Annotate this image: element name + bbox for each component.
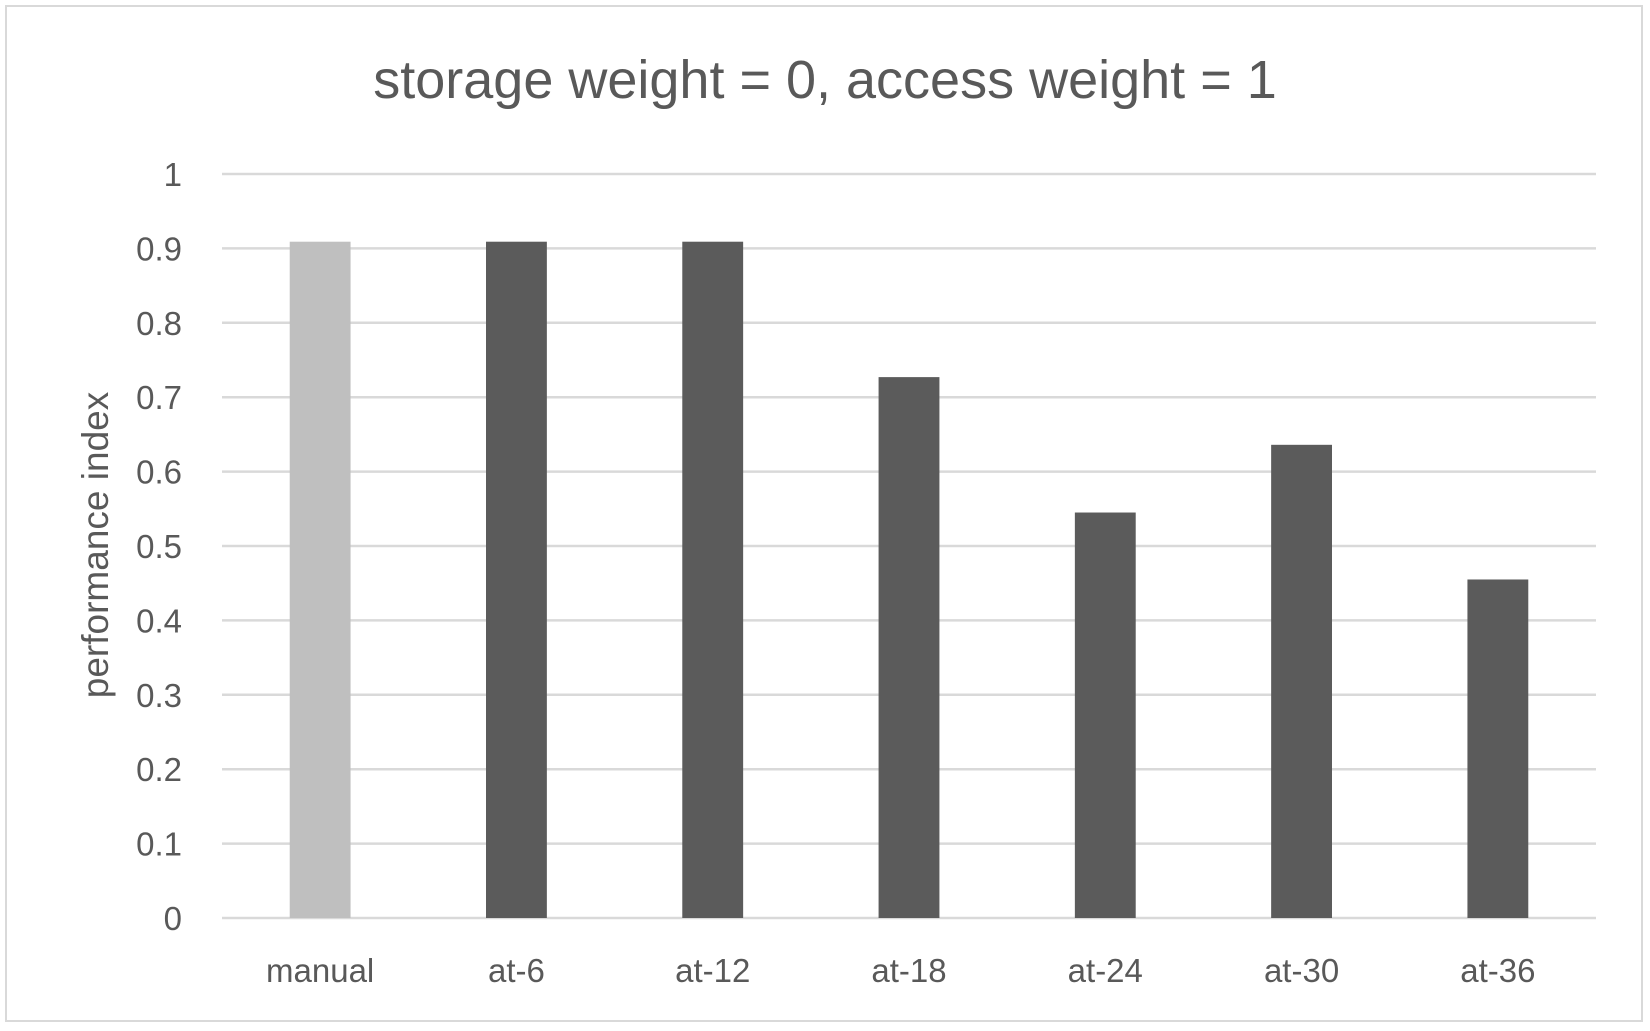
y-tick-label: 0.9 — [136, 230, 182, 267]
x-axis-ticks: manual at-6 at-12 at-18 at-24 at-30 at-36 — [266, 952, 1535, 989]
y-tick-label: 0.6 — [136, 454, 182, 491]
y-tick-label: 0.4 — [136, 602, 182, 639]
y-tick-label: 0.5 — [136, 528, 182, 565]
chart-title: storage weight = 0, access weight = 1 — [373, 50, 1277, 110]
x-tick-label: at-6 — [488, 952, 545, 989]
y-axis-ticks: 0 0.1 0.2 0.3 0.4 0.5 0.6 0.7 0.8 0.9 1 — [136, 156, 182, 937]
y-tick-label: 0.3 — [136, 677, 182, 714]
y-tick-label: 0 — [164, 900, 182, 937]
y-tick-label: 0.8 — [136, 305, 182, 342]
bars — [289, 241, 1529, 919]
x-tick-label: at-24 — [1068, 952, 1143, 989]
y-axis-title: performance index — [75, 391, 116, 698]
bar-at-18 — [878, 377, 940, 918]
y-tick-label: 0.7 — [136, 379, 182, 416]
x-tick-label: manual — [266, 952, 374, 989]
gridlines — [222, 172, 1596, 920]
x-tick-label: at-18 — [871, 952, 946, 989]
x-tick-label: at-30 — [1264, 952, 1339, 989]
bar-at-12 — [682, 241, 744, 919]
x-tick-label: at-36 — [1460, 952, 1535, 989]
bar-at-30 — [1271, 444, 1332, 918]
bar-at-24 — [1074, 512, 1136, 918]
y-tick-label: 0.1 — [136, 826, 182, 863]
bar-at-6 — [486, 241, 547, 919]
y-tick-label: 1 — [164, 156, 182, 193]
x-tick-label: at-12 — [675, 952, 750, 989]
bar-manual — [289, 241, 351, 919]
bar-at-36 — [1467, 579, 1529, 918]
y-tick-label: 0.2 — [136, 751, 182, 788]
